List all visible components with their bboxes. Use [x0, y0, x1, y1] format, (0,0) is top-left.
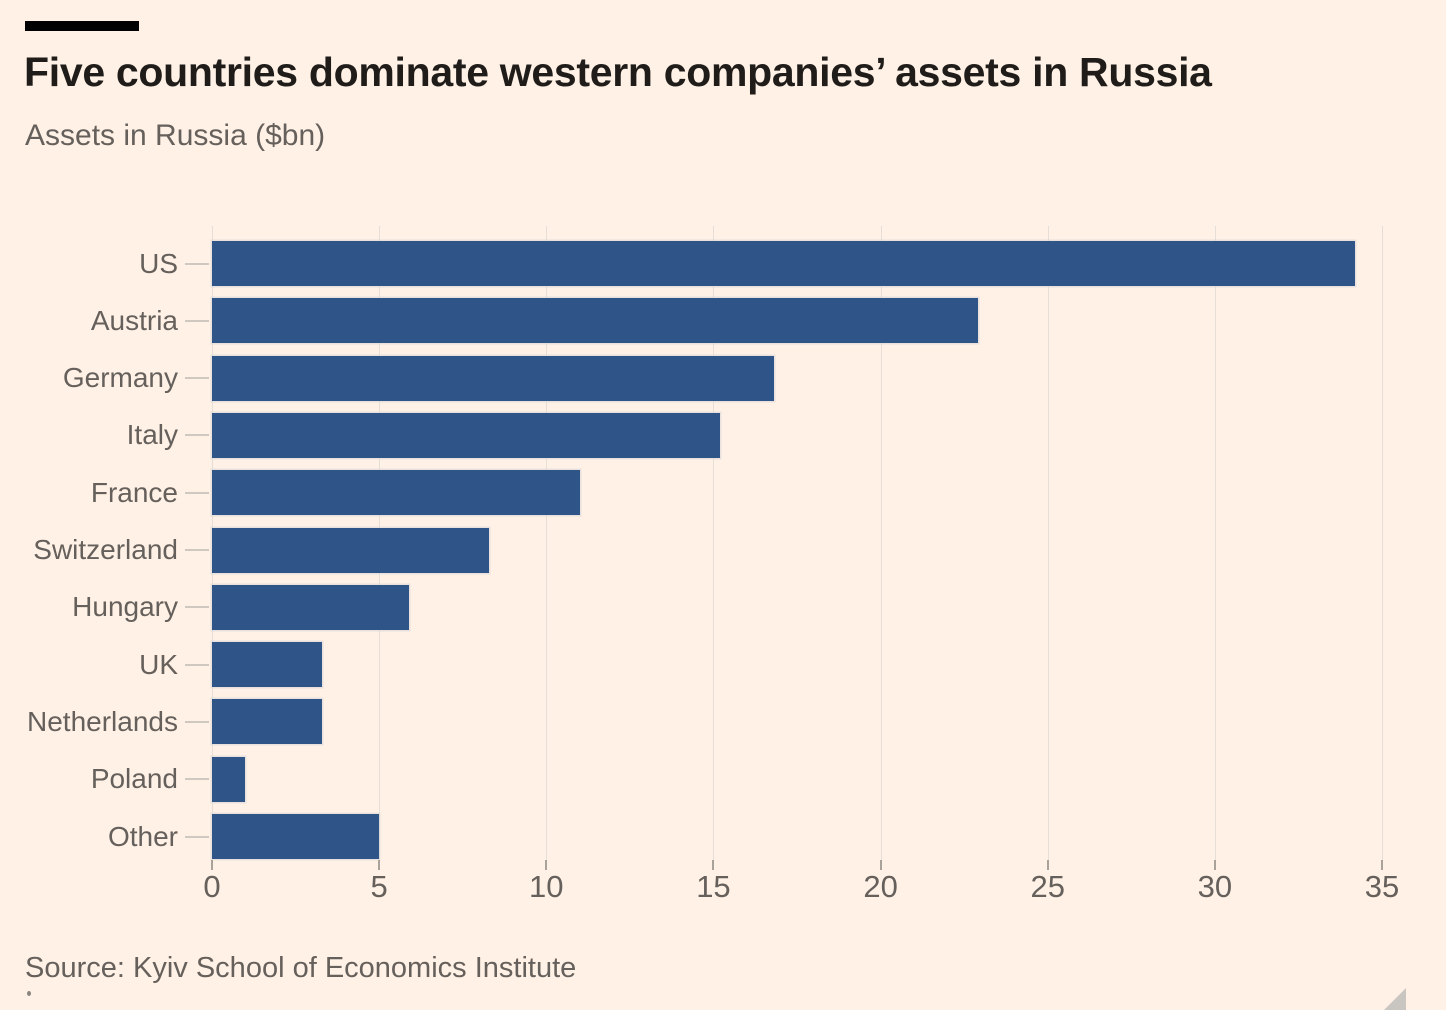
x-axis-tick-mark [1381, 860, 1384, 870]
category-tick-mark [185, 835, 209, 838]
category-label: US [139, 247, 178, 279]
category-label: Germany [62, 362, 178, 394]
category-tick-mark [185, 377, 209, 380]
x-axis-tick-label: 0 [203, 869, 221, 904]
bar [212, 814, 380, 859]
category-label: UK [139, 648, 178, 680]
gridline [1214, 226, 1216, 860]
bar [212, 642, 323, 688]
x-axis-tick-label: 35 [1364, 869, 1400, 904]
x-axis-tick-label: 20 [863, 869, 898, 904]
category-tick-mark [185, 434, 209, 437]
category-label: France [90, 476, 178, 508]
chart-subtitle: Assets in Russia ($bn) [25, 119, 326, 152]
category-tick-mark [185, 606, 209, 609]
category-tick-mark [185, 491, 209, 494]
x-axis-tick-label: 5 [370, 869, 388, 904]
x-axis-tick-mark [712, 860, 715, 870]
x-axis-tick-mark [879, 860, 882, 870]
bar [212, 298, 978, 344]
category-tick-mark [185, 549, 209, 551]
category-tick-mark [185, 778, 209, 781]
category-tick-mark [185, 319, 209, 322]
x-axis-tick-mark [1213, 860, 1216, 870]
category-tick-mark [185, 262, 209, 265]
category-label: Hungary [72, 591, 178, 623]
gridline [546, 226, 548, 860]
x-axis-tick-label: 25 [1030, 869, 1065, 904]
x-axis-tick-label: 10 [529, 869, 564, 904]
x-axis-tick-mark [545, 860, 548, 870]
chart-title: Five countries dominate western companie… [24, 49, 1212, 95]
bar [212, 756, 246, 802]
bar [212, 699, 323, 745]
gridline [713, 226, 715, 860]
bar [212, 241, 1356, 286]
category-label: Italy [126, 419, 178, 451]
x-axis-tick-mark [211, 860, 213, 870]
x-axis-tick-mark [1046, 860, 1049, 870]
gridline [1382, 226, 1384, 860]
stray-mark [27, 991, 31, 996]
category-label: Poland [90, 763, 178, 795]
category-label: Netherlands [27, 705, 178, 737]
bar [212, 412, 721, 458]
title-rule [25, 21, 139, 31]
bar [212, 584, 410, 630]
bar [212, 470, 580, 516]
category-tick-mark [185, 663, 209, 666]
bar [212, 527, 490, 573]
category-label: Other [107, 820, 178, 852]
source-note: Source: Kyiv School of Economics Institu… [25, 952, 577, 984]
gridline [880, 226, 882, 860]
x-axis-tick-mark [378, 860, 381, 870]
category-label: Switzerland [33, 534, 178, 565]
gridline [1047, 226, 1049, 860]
x-axis-tick-label: 15 [696, 869, 731, 904]
category-tick-mark [185, 720, 209, 723]
category-label: Austria [90, 304, 178, 336]
x-axis-tick-label: 30 [1197, 869, 1233, 904]
bar [212, 355, 774, 401]
